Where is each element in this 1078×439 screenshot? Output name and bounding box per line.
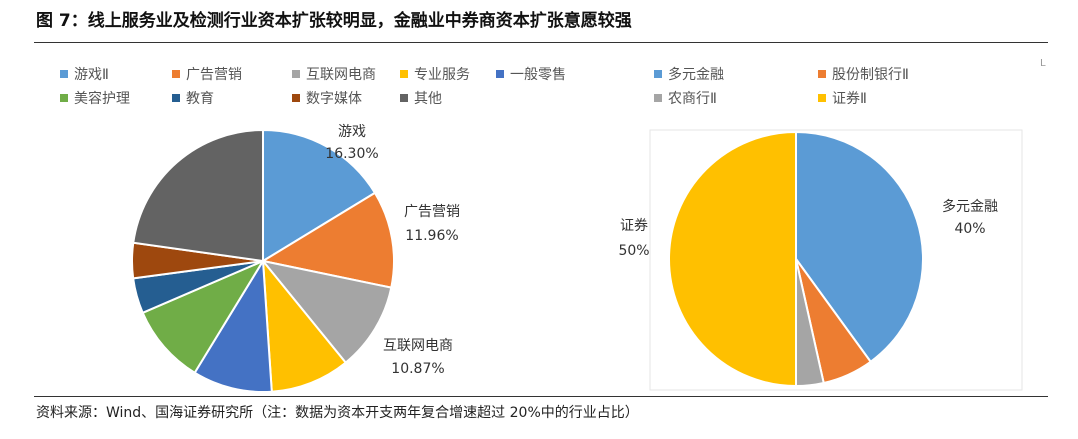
- legend-item-1-2: 互联网电商: [292, 64, 376, 84]
- legend-label: 广告营销: [186, 67, 242, 83]
- legend-item-1-7: 数字媒体: [292, 88, 362, 108]
- pie-slice-2-1: [795, 130, 924, 364]
- legend-swatch: [60, 94, 68, 102]
- top-rule: [34, 42, 1048, 43]
- legend-item-2-2: 农商行Ⅱ: [654, 88, 717, 108]
- legend-item-1-6: 教育: [172, 88, 214, 108]
- legend-swatch: [400, 70, 408, 78]
- legend-swatch: [172, 70, 180, 78]
- legend-label: 互联网电商: [306, 67, 376, 83]
- pie-slice-1-5: [193, 257, 273, 393]
- legend-item-2-1: 股份制银行Ⅱ: [818, 64, 909, 84]
- legend-label: 美容护理: [74, 91, 130, 107]
- legend-label: 股份制银行Ⅱ: [832, 67, 909, 83]
- legend-item-1-3: 专业服务: [400, 64, 470, 84]
- legend-label: 游戏Ⅱ: [74, 67, 109, 83]
- legend-item-1-1: 广告营销: [172, 64, 242, 84]
- right-chart-frame: [649, 129, 1023, 391]
- legend-label: 专业服务: [414, 67, 470, 83]
- pie-slice-1-4: [261, 257, 348, 393]
- pie-slice-1-9: [132, 128, 264, 263]
- slice-label-name-2-0: 多元金融: [942, 198, 998, 215]
- legend-swatch: [60, 70, 68, 78]
- legend-swatch: [400, 94, 408, 102]
- pie-slice-1-3: [260, 259, 393, 365]
- slice-label-value-1-2: 10.87%: [391, 361, 444, 377]
- pie-slice-1-6: [141, 258, 266, 375]
- slice-label-name-1-0: 游戏: [338, 124, 366, 140]
- legend-swatch: [654, 70, 662, 78]
- legend-label: 其他: [414, 91, 442, 107]
- legend-label: 多元金融: [668, 67, 724, 83]
- legend-label: 数字媒体: [306, 91, 362, 107]
- source-note: 资料来源：Wind、国海证券研究所（注：数据为资本开支两年复合增速超过 20%中…: [36, 405, 639, 421]
- pie-slice-1-1: [262, 128, 377, 263]
- slice-label-value-1-0: 16.30%: [325, 146, 378, 162]
- legend-item-1-8: 其他: [400, 88, 442, 108]
- legend-item-2-3: 证券Ⅱ: [818, 88, 867, 108]
- slice-label-name-1-1: 广告营销: [404, 204, 460, 220]
- legend-item-1-0: 游戏Ⅱ: [60, 64, 109, 84]
- pie-chart-1: [130, 128, 395, 393]
- corner-mark: L: [1040, 58, 1046, 69]
- legend-label: 证券Ⅱ: [832, 91, 867, 107]
- legend-swatch: [172, 94, 180, 102]
- slice-label-value-2-3: 50%: [618, 243, 649, 259]
- slice-label-value-1-1: 11.96%: [405, 228, 458, 244]
- legend-swatch: [654, 94, 662, 102]
- legend-item-2-0: 多元金融: [654, 64, 724, 84]
- legend-item-1-4: 一般零售: [496, 64, 566, 84]
- legend-swatch: [292, 70, 300, 78]
- legend-swatch: [818, 94, 826, 102]
- legend-swatch: [818, 70, 826, 78]
- slice-label-value-2-0: 40%: [954, 221, 985, 237]
- bottom-rule: [34, 396, 1048, 397]
- pie-slice-1-2: [260, 191, 395, 289]
- figure-title: 图 7：线上服务业及检测行业资本扩张较明显，金融业中券商资本扩张意愿较强: [36, 11, 632, 31]
- legend-label: 一般零售: [510, 67, 566, 83]
- legend-item-1-5: 美容护理: [60, 88, 130, 108]
- slice-label-name-2-3: 证券: [620, 218, 648, 234]
- pie-slice-2-4: [668, 130, 797, 388]
- pie-chart-2: [668, 130, 924, 388]
- legend-label: 农商行Ⅱ: [668, 91, 717, 107]
- legend-swatch: [292, 94, 300, 102]
- slice-label-name-1-2: 互联网电商: [383, 338, 453, 354]
- legend-swatch: [496, 70, 504, 78]
- legend-label: 教育: [186, 91, 214, 107]
